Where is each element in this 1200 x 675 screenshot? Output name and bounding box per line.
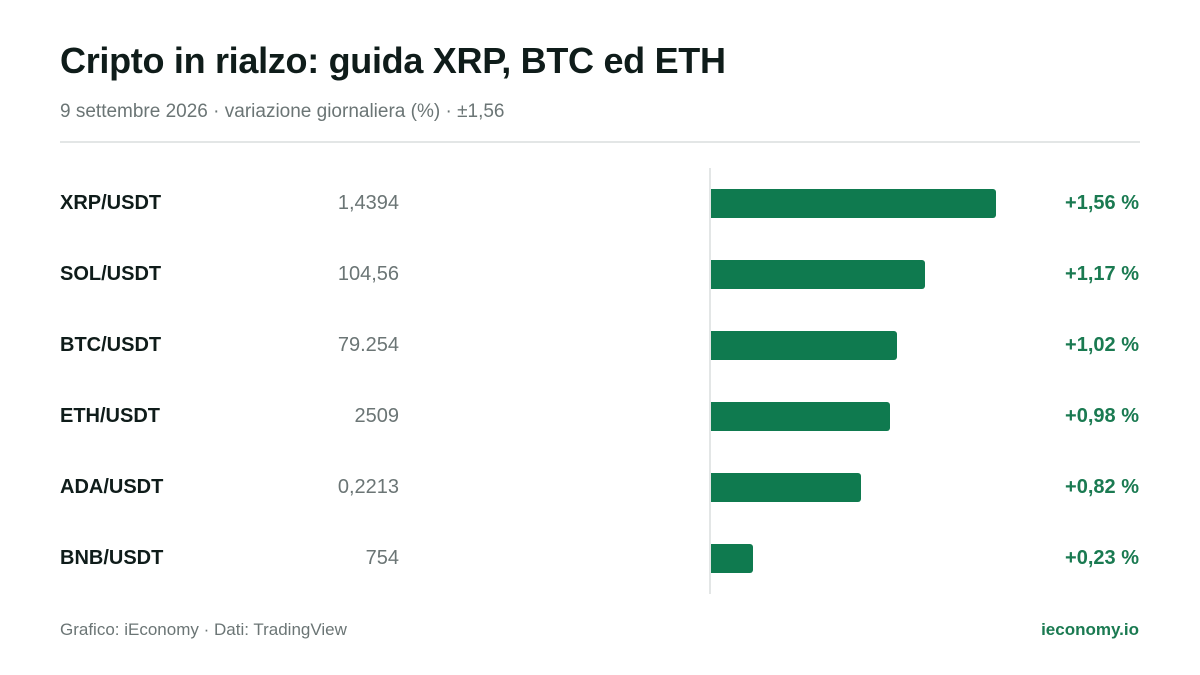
zero-axis-line: [709, 168, 711, 594]
chart-row: BNB/USDT 754 +0,23 %: [0, 523, 1200, 594]
pair-label: SOL/USDT: [60, 263, 162, 285]
change-label: +0,82 %: [1065, 476, 1139, 498]
change-label: +0,23 %: [1065, 547, 1139, 569]
change-label: +1,17 %: [1065, 263, 1139, 285]
brand-link[interactable]: ieconomy.io: [1041, 620, 1139, 639]
change-bar: [711, 473, 861, 502]
change-bar: [711, 331, 897, 360]
header-divider: [60, 141, 1140, 143]
chart-row: ADA/USDT 0,2213 +0,82 %: [0, 452, 1200, 523]
change-label: +0,98 %: [1065, 405, 1139, 427]
chart-row: XRP/USDT 1,4394 +1,56 %: [0, 168, 1200, 239]
change-bar: [711, 260, 925, 289]
change-label: +1,56 %: [1065, 192, 1139, 214]
price-value: 79.254: [337, 334, 399, 356]
pair-label: BNB/USDT: [60, 547, 164, 569]
price-value: 754: [365, 547, 399, 569]
chart-row: ETH/USDT 2509 +0,98 %: [0, 381, 1200, 452]
change-bar: [711, 544, 753, 573]
chart-title: Cripto in rialzo: guida XRP, BTC ed ETH: [60, 40, 726, 81]
price-value: 1,4394: [337, 192, 399, 214]
pair-label: XRP/USDT: [60, 192, 162, 214]
pair-label: ETH/USDT: [60, 405, 160, 427]
pair-label: BTC/USDT: [60, 334, 162, 356]
price-value: 0,2213: [337, 476, 399, 498]
source-credit: Grafico: iEconomy · Dati: TradingView: [60, 620, 347, 639]
change-label: +1,02 %: [1065, 334, 1139, 356]
change-bar: [711, 189, 996, 218]
chart-row: BTC/USDT 79.254 +1,02 %: [0, 310, 1200, 381]
price-value: 2509: [354, 405, 400, 427]
pair-label: ADA/USDT: [60, 476, 164, 498]
price-value: 104,56: [337, 263, 399, 285]
chart-subtitle: 9 settembre 2026 · variazione giornalier…: [60, 101, 505, 122]
change-bar: [711, 402, 890, 431]
chart-row: SOL/USDT 104,56 +1,17 %: [0, 239, 1200, 310]
